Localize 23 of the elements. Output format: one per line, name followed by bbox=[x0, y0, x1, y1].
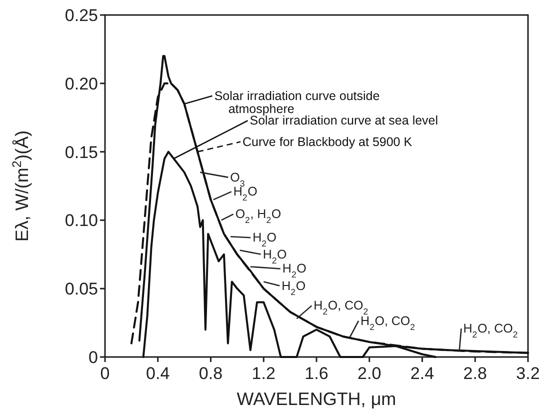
x-axis-title: WAVELENGTH, μm bbox=[236, 389, 396, 409]
y-tick-label: 0 bbox=[88, 348, 98, 367]
x-tick-label: 0.4 bbox=[146, 364, 170, 383]
y-tick-label: 0.25 bbox=[64, 6, 98, 25]
x-tick-label: 2.8 bbox=[463, 364, 487, 383]
y-tick-label: 0.05 bbox=[64, 280, 98, 299]
x-tick-label: 0 bbox=[100, 364, 110, 383]
annotation: H$_{2}$O, CO$_{2}$ bbox=[463, 322, 518, 340]
x-tick-label: 2.4 bbox=[410, 364, 434, 383]
annotation: H$_{2}$O bbox=[282, 278, 306, 297]
annotation: O$_{2}$, H$_{2}$O bbox=[235, 207, 282, 226]
x-tick-label: 1.6 bbox=[304, 364, 328, 383]
y-tick-label: 0.15 bbox=[64, 142, 98, 162]
y-tick-label: 0.20 bbox=[64, 74, 98, 94]
x-tick-label: 2.0 bbox=[358, 364, 382, 383]
x-tick-label: 3.2 bbox=[516, 364, 540, 383]
text: Solar irradiation curve at sea level bbox=[250, 114, 438, 128]
annotation: H$_{2}$O bbox=[252, 230, 277, 249]
x-tick-label: 1.2 bbox=[252, 364, 276, 383]
legend-label: Solar irradiation curve outside atmosphere bbox=[214, 88, 380, 116]
legend-label: Curve for Blackbody at 5900 K bbox=[242, 134, 413, 149]
y-tick-label: 0.10 bbox=[64, 211, 98, 230]
x-tick-label: 0.8 bbox=[198, 364, 223, 383]
